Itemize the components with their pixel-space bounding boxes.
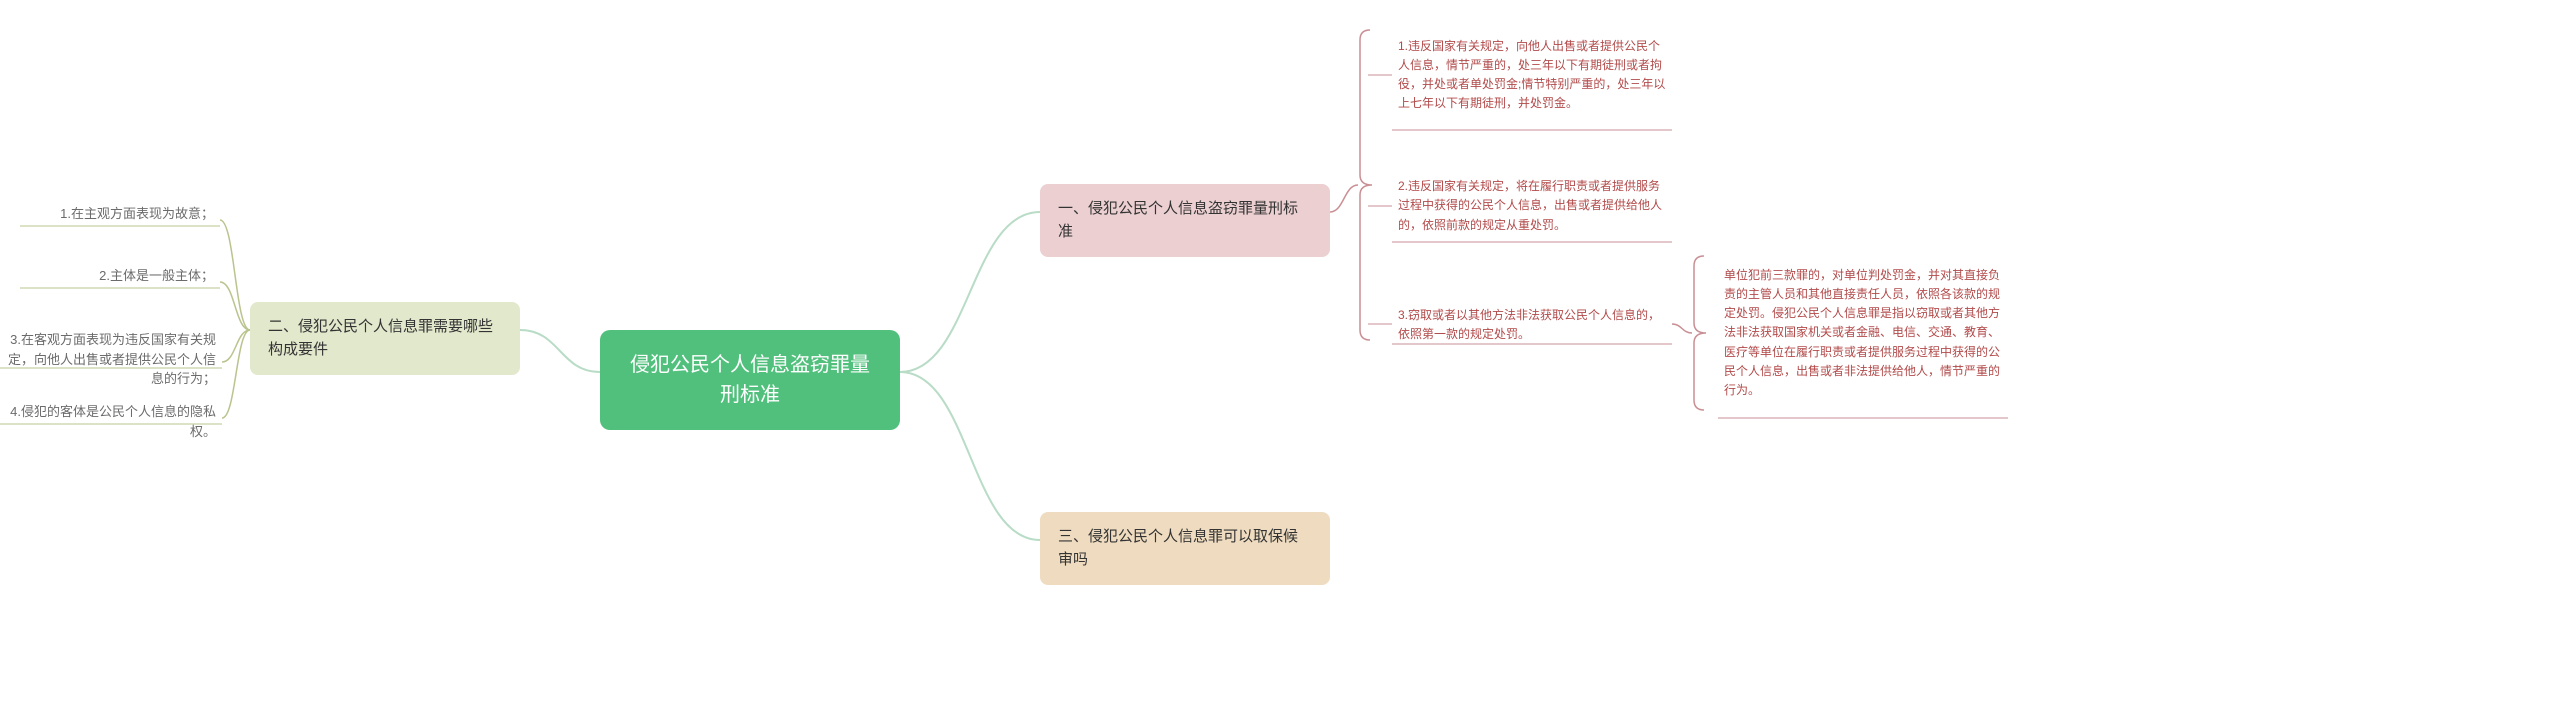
leaf-1a: 1.违反国家有关规定，向他人出售或者提供公民个人信息，情节严重的，处三年以下有期… — [1392, 20, 1672, 130]
leaf-2a: 1.在主观方面表现为故意； — [20, 202, 220, 226]
mindmap-canvas: 侵犯公民个人信息盗窃罪量刑标准 一、侵犯公民个人信息盗窃罪量刑标准 二、侵犯公民… — [0, 0, 2560, 708]
branch-2-label: 二、侵犯公民个人信息罪需要哪些构成要件 — [268, 316, 502, 361]
leaf-1c-label: 3.窃取或者以其他方法非法获取公民个人信息的，依照第一款的规定处罚。 — [1398, 306, 1666, 344]
leaf-1b: 2.违反国家有关规定，将在履行职责或者提供服务过程中获得的公民个人信息，出售或者… — [1392, 170, 1672, 242]
leaf-2a-label: 1.在主观方面表现为故意； — [60, 204, 214, 224]
leaf-2c: 3.在客观方面表现为违反国家有关规定，向他人出售或者提供公民个人信息的行为； — [0, 328, 222, 391]
branch-3: 三、侵犯公民个人信息罪可以取保候审吗 — [1040, 512, 1330, 585]
branch-3-label: 三、侵犯公民个人信息罪可以取保候审吗 — [1058, 526, 1312, 571]
leaf-2b: 2.主体是一般主体； — [20, 264, 220, 288]
branch-2: 二、侵犯公民个人信息罪需要哪些构成要件 — [250, 302, 520, 375]
branch-1-label: 一、侵犯公民个人信息盗窃罪量刑标准 — [1058, 198, 1312, 243]
root-label: 侵犯公民个人信息盗窃罪量刑标准 — [628, 350, 872, 410]
leaf-1c-ext-label: 单位犯前三款罪的，对单位判处罚金，并对其直接负责的主管人员和其他直接责任人员，依… — [1724, 266, 2002, 400]
leaf-2d: 4.侵犯的客体是公民个人信息的隐私权。 — [0, 400, 222, 443]
leaf-1c-ext: 单位犯前三款罪的，对单位判处罚金，并对其直接负责的主管人员和其他直接责任人员，依… — [1718, 248, 2008, 418]
leaf-2c-label: 3.在客观方面表现为违反国家有关规定，向他人出售或者提供公民个人信息的行为； — [6, 330, 216, 389]
branch-1: 一、侵犯公民个人信息盗窃罪量刑标准 — [1040, 184, 1330, 257]
leaf-2d-label: 4.侵犯的客体是公民个人信息的隐私权。 — [6, 402, 216, 441]
leaf-2b-label: 2.主体是一般主体； — [99, 266, 214, 286]
leaf-1c: 3.窃取或者以其他方法非法获取公民个人信息的，依照第一款的规定处罚。 — [1392, 304, 1672, 346]
leaf-1b-label: 2.违反国家有关规定，将在履行职责或者提供服务过程中获得的公民个人信息，出售或者… — [1398, 177, 1666, 235]
leaf-1a-label: 1.违反国家有关规定，向他人出售或者提供公民个人信息，情节严重的，处三年以下有期… — [1398, 37, 1666, 114]
root-node: 侵犯公民个人信息盗窃罪量刑标准 — [600, 330, 900, 430]
